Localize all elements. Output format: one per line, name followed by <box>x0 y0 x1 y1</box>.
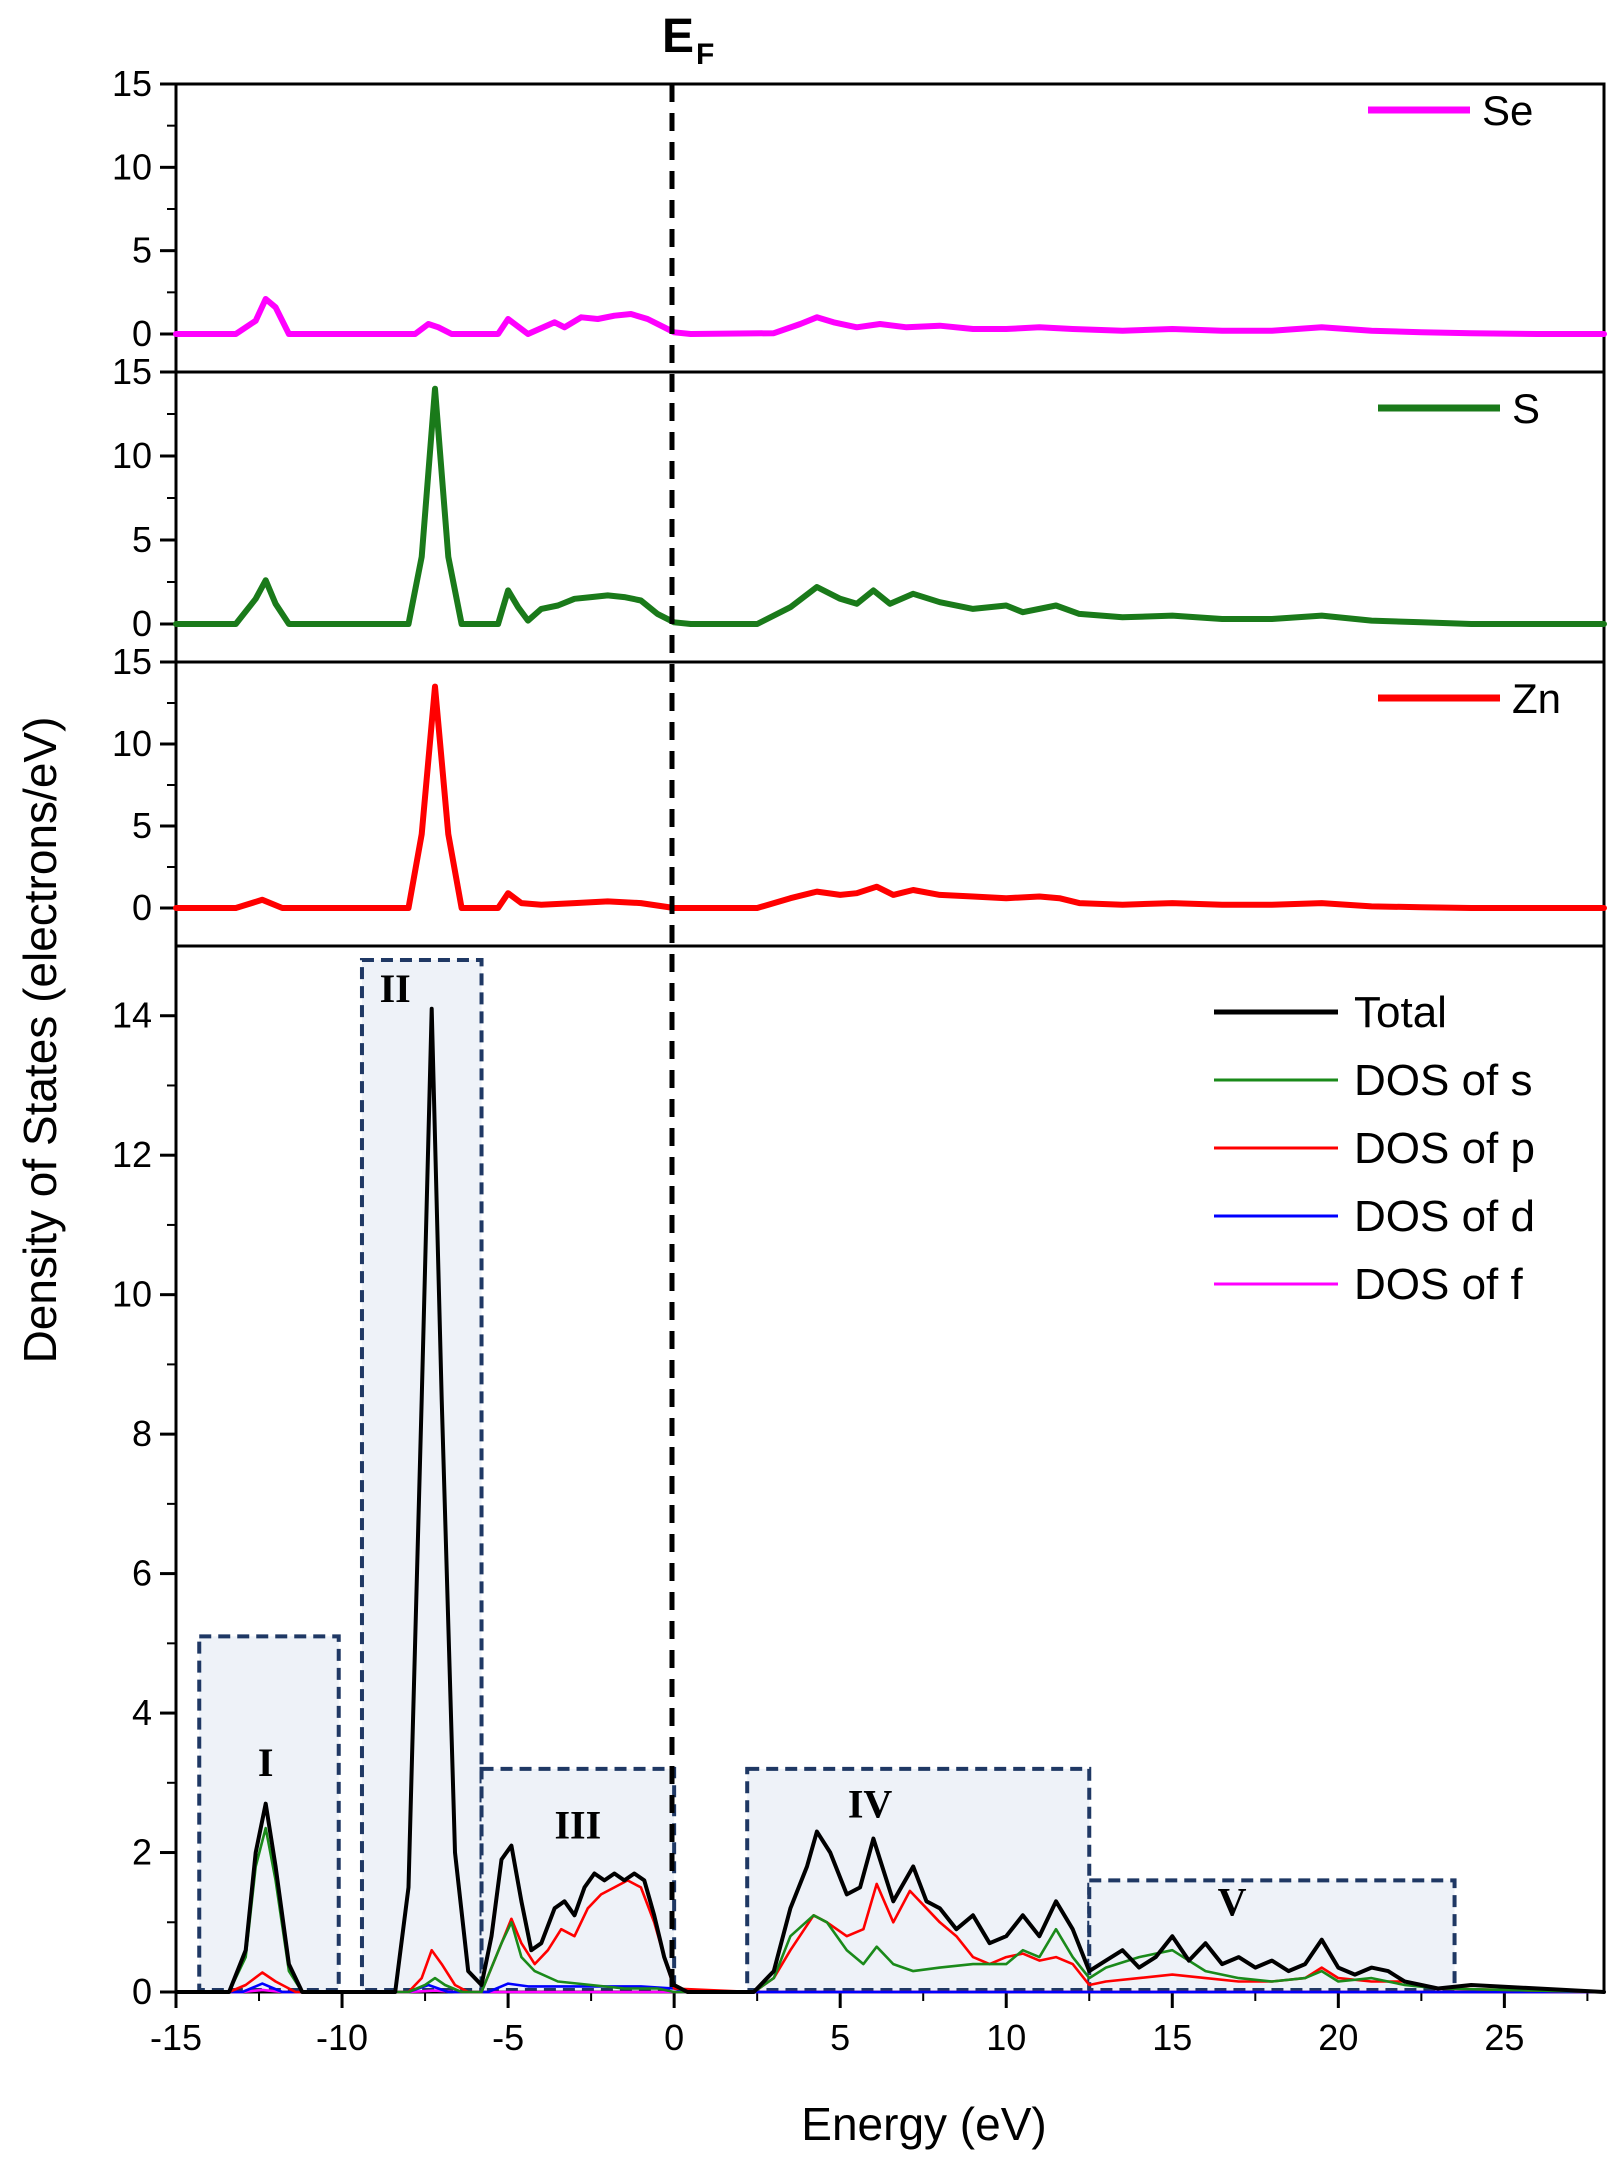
y-tick-label: 10 <box>112 435 152 476</box>
panels-layer: 0 5 10 15 Se 0 5 10 15 S 0 5 10 15 Zn 0 2 4 6 8 10 12 14 -15 -10… <box>112 63 1607 2058</box>
region-label-ii: II <box>380 966 411 1011</box>
legend-label-total: Total <box>1354 988 1447 1037</box>
y-tick-label: 8 <box>132 1413 152 1454</box>
y-tick-label: 14 <box>112 995 152 1036</box>
x-tick-label: -5 <box>492 2017 524 2058</box>
y-tick-label: 5 <box>132 230 152 271</box>
y-tick-label: 0 <box>132 603 152 644</box>
x-tick-label: -10 <box>316 2017 368 2058</box>
x-tick-label: 20 <box>1318 2017 1358 2058</box>
series-line-zn <box>173 683 1607 911</box>
region-label-iii: III <box>554 1803 601 1848</box>
y-tick-label: 5 <box>132 805 152 846</box>
x-axis-title: Energy (eV) <box>801 2098 1046 2150</box>
y-tick-label: 10 <box>112 1274 152 1315</box>
y-tick-label: 15 <box>112 641 152 682</box>
region-label-iv: IV <box>848 1782 893 1827</box>
fermi-subscript: F <box>696 38 714 71</box>
y-tick-label: 0 <box>132 887 152 928</box>
legend-label-se: Se <box>1482 87 1533 134</box>
legend-label-dos-of-p: DOS of p <box>1354 1124 1535 1173</box>
legend-label-s: S <box>1512 385 1540 432</box>
y-tick-label: 2 <box>132 1832 152 1873</box>
y-tick-label: 0 <box>132 313 152 354</box>
y-tick-label: 6 <box>132 1553 152 1594</box>
panel-s: 0 5 10 15 S <box>112 351 1607 664</box>
y-tick-label: 15 <box>112 351 152 392</box>
x-tick-label: 0 <box>664 2017 684 2058</box>
panel-se: 0 5 10 15 Se <box>112 63 1607 374</box>
y-axis-title: Density of States (electrons/eV) <box>14 717 66 1364</box>
panel-zn: 0 5 10 15 Zn <box>112 641 1607 948</box>
x-tick-label: -15 <box>150 2017 202 2058</box>
region-label-i: I <box>258 1740 274 1785</box>
overlay-layer: EF Density of States (electrons/eV) Ener… <box>14 10 1047 2150</box>
panel-frame <box>174 660 1606 948</box>
y-tick-label: 10 <box>112 723 152 764</box>
series-line-dos-of-s <box>174 1826 1606 1994</box>
legend-label-dos-of-s: DOS of s <box>1354 1056 1533 1105</box>
x-tick-label: 15 <box>1152 2017 1192 2058</box>
x-tick-label: 5 <box>830 2017 850 2058</box>
series-line-dos-of-p <box>174 1879 1606 1994</box>
y-tick-label: 5 <box>132 519 152 560</box>
x-tick-label: 25 <box>1484 2017 1524 2058</box>
series-line-s <box>173 385 1607 627</box>
y-tick-label: 15 <box>112 63 152 104</box>
x-tick-label: 10 <box>986 2017 1026 2058</box>
y-tick-label: 10 <box>112 146 152 187</box>
region-box-v <box>1087 1878 1457 1992</box>
legend-label-dos-of-f: DOS of f <box>1354 1260 1523 1309</box>
series-line-dos-of-d <box>174 1982 1606 1994</box>
fermi-label: EF <box>662 10 714 71</box>
legend-label-zn: Zn <box>1512 675 1561 722</box>
region-label-v: V <box>1218 1879 1247 1924</box>
legend-label-dos-of-d: DOS of d <box>1354 1192 1535 1241</box>
series-line-se <box>173 296 1607 337</box>
series-line-total <box>174 1006 1606 1994</box>
y-tick-label: 4 <box>132 1692 152 1733</box>
y-tick-label: 12 <box>112 1134 152 1175</box>
y-tick-label: 0 <box>132 1971 152 2012</box>
region-box-ii <box>359 957 484 1992</box>
